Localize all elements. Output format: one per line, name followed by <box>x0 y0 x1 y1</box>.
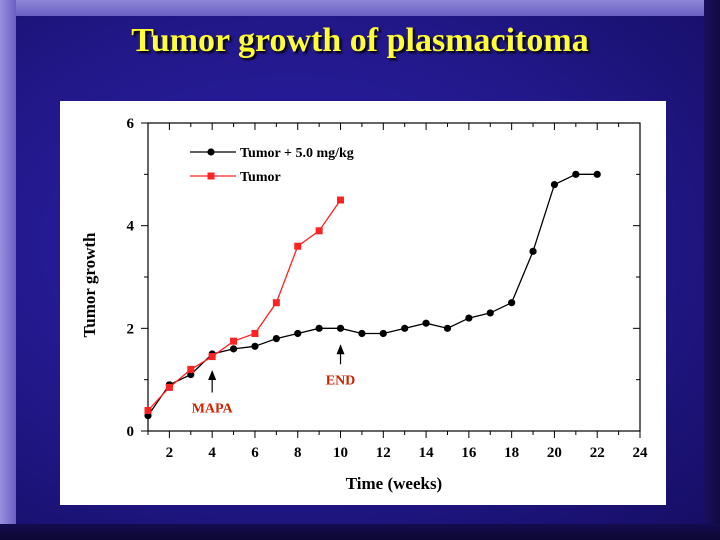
data-point <box>508 299 516 307</box>
data-point <box>465 314 473 322</box>
data-point <box>379 329 387 338</box>
x-tick-label: 6 <box>251 445 259 461</box>
y-tick-label: 4 <box>127 219 135 235</box>
frame-right <box>704 0 720 540</box>
data-point <box>337 196 345 204</box>
data-point <box>187 365 195 373</box>
x-tick-label: 14 <box>419 445 435 461</box>
plot-frame <box>147 122 641 432</box>
data-point <box>251 329 259 337</box>
data-point <box>251 342 259 350</box>
frame-bottom <box>0 524 720 540</box>
chart-panel: 2 4 6 8 10 12 14 16 18 20 22 24 0 2 4 6 Tumor + 5.0 mg/… <box>60 101 666 505</box>
data-point <box>550 181 559 189</box>
y-axis-label: Tumor growth <box>80 232 99 338</box>
legend-marker <box>207 172 215 180</box>
end-annotation: END <box>326 373 356 388</box>
mapa-annotation: MAPA <box>192 402 234 417</box>
legend-marker <box>207 148 215 156</box>
data-point <box>486 309 494 317</box>
x-tick-label: 24 <box>633 445 649 461</box>
x-tick-label: 12 <box>376 445 391 461</box>
data-point <box>336 324 345 332</box>
mapa-arrow-head <box>208 369 217 380</box>
y-tick-label: 2 <box>127 321 135 337</box>
data-point <box>315 324 323 332</box>
annotations: MAPA END <box>192 344 356 417</box>
series-line-1 <box>147 199 342 411</box>
data-point <box>315 227 323 235</box>
x-tick-label: 4 <box>208 445 216 461</box>
series-line-0 <box>147 173 598 416</box>
data-point <box>443 324 452 332</box>
x-tick-label: 10 <box>333 445 348 461</box>
data-point <box>230 337 238 345</box>
x-tick-label: 18 <box>504 445 519 461</box>
legend-label: Tumor + 5.0 mg/kg <box>240 146 354 161</box>
x-axis-label: Time (weeks) <box>346 474 442 493</box>
data-point <box>294 242 302 250</box>
data-point <box>422 319 430 327</box>
data-point <box>229 345 238 353</box>
x-tick-label: 8 <box>294 445 302 461</box>
x-tick-label: 20 <box>547 445 562 461</box>
data-point <box>165 383 173 391</box>
legend: Tumor + 5.0 mg/kg Tumor <box>190 146 354 185</box>
data-point <box>272 335 280 343</box>
data-point <box>358 329 366 338</box>
data-point <box>208 353 216 361</box>
data-point <box>401 324 409 332</box>
data-point <box>272 299 280 307</box>
data-point <box>572 170 580 178</box>
end-arrow-head <box>336 344 345 355</box>
y-tick-label: 6 <box>127 116 135 132</box>
x-tick-label: 2 <box>166 445 174 461</box>
x-tick-label: 22 <box>590 445 605 461</box>
data-point <box>529 247 537 255</box>
y-tick-label: 0 <box>127 424 135 440</box>
slide-title: Tumor growth of plasmacitoma <box>131 22 589 59</box>
series <box>144 170 601 420</box>
legend-label: Tumor <box>240 170 281 185</box>
x-tick-label: 16 <box>461 445 477 461</box>
data-point <box>144 406 152 414</box>
frame-left <box>0 0 16 540</box>
frame-top <box>0 0 720 16</box>
data-point <box>294 329 302 338</box>
data-point <box>593 170 601 178</box>
